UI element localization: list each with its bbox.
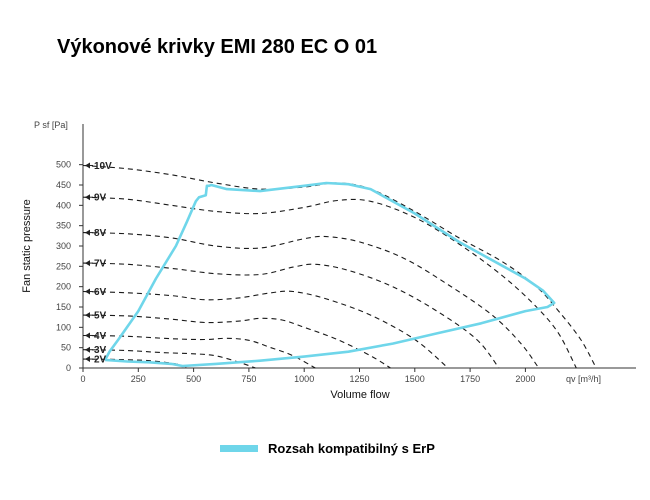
erp-range-outline xyxy=(103,181,556,368)
voltage-label-6v: 6V xyxy=(94,287,107,298)
y-tick-label: 200 xyxy=(56,282,71,292)
legend-swatch xyxy=(220,445,258,452)
y-unit-label: P sf [Pa] xyxy=(34,120,68,130)
x-tick-label: 1500 xyxy=(405,374,425,384)
x-unit-label: qv [m³/h] xyxy=(566,374,601,384)
curve-5v xyxy=(82,314,391,369)
voltage-curves xyxy=(82,164,597,369)
erp-range-area xyxy=(103,181,556,368)
y-tick-label: 0 xyxy=(66,363,71,373)
x-tick-label: 1750 xyxy=(460,374,480,384)
x-tick-label: 0 xyxy=(80,374,85,384)
curve-9v xyxy=(82,196,577,369)
y-tick-label: 150 xyxy=(56,302,71,312)
x-axis-title: Volume flow xyxy=(330,389,389,401)
voltage-label-3v: 3V xyxy=(94,345,107,356)
voltage-label-8v: 8V xyxy=(94,228,107,239)
y-tick-label: 300 xyxy=(56,241,71,251)
x-tick-label: 2000 xyxy=(515,374,535,384)
voltage-label-5v: 5V xyxy=(94,311,107,322)
x-tick-label: 750 xyxy=(241,374,256,384)
y-tick-label: 500 xyxy=(56,160,71,170)
y-tick-label: 100 xyxy=(56,322,71,332)
curve-7v xyxy=(82,262,500,369)
legend: Rozsah kompatibilný s ErP xyxy=(220,441,435,456)
voltage-label-4v: 4V xyxy=(94,331,107,342)
voltage-label-9v: 9V xyxy=(94,193,107,204)
curve-6v xyxy=(82,290,449,369)
voltage-label-7v: 7V xyxy=(94,259,107,270)
y-tick-label: 400 xyxy=(56,200,71,210)
curve-8v xyxy=(82,232,540,369)
voltage-label-10v: 10V xyxy=(94,161,112,172)
x-tick-label: 1250 xyxy=(349,374,369,384)
y-tick-label: 450 xyxy=(56,180,71,190)
chart-title: Výkonové krivky EMI 280 EC O 01 xyxy=(57,36,378,58)
voltage-label-2v: 2V xyxy=(94,355,107,366)
y-tick-label: 350 xyxy=(56,221,71,231)
y-tick-label: 250 xyxy=(56,261,71,271)
x-tick-label: 500 xyxy=(186,374,201,384)
y-axis-title: Fan static pressure xyxy=(21,199,33,293)
x-tick-label: 250 xyxy=(131,374,146,384)
curve-4v xyxy=(82,334,316,369)
axes: 0 250 500 750 1000 1250 1500 1750 2000 0 50 100 150 2… xyxy=(56,124,636,384)
legend-label: Rozsah kompatibilný s ErP xyxy=(268,441,435,456)
y-tick-label: 50 xyxy=(61,343,71,353)
x-tick-label: 1000 xyxy=(294,374,314,384)
